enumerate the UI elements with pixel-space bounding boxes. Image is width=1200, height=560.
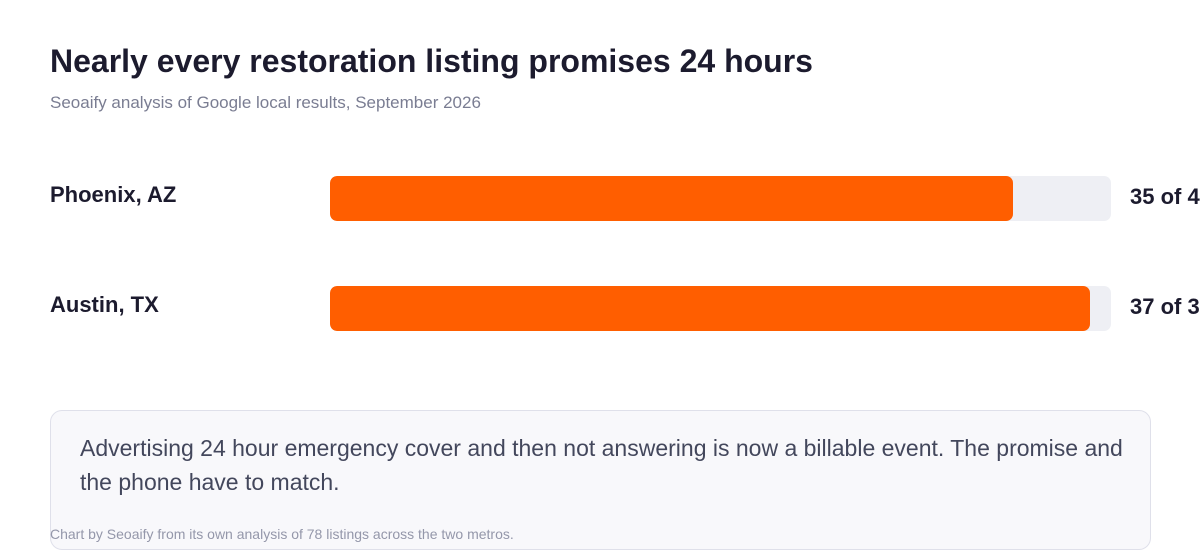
category-label: Phoenix, AZ — [50, 182, 177, 207]
data-label: 37 of 3 — [1130, 294, 1200, 319]
bar-row-austin: Austin, TX 37 of 3 — [0, 286, 1200, 331]
bar — [330, 176, 1014, 221]
bar — [330, 286, 1091, 331]
data-label: 35 of 4 — [1130, 184, 1200, 209]
callout-box: Advertising 24 hour emergency cover and … — [50, 410, 1151, 550]
callout-text: Advertising 24 hour emergency cover and … — [80, 435, 1123, 495]
chart-subtitle: Seoaify analysis of Google local results… — [50, 93, 481, 112]
category-label: Austin, TX — [50, 292, 159, 317]
chart-title: Nearly every restoration listing promise… — [50, 43, 813, 79]
bar-track — [330, 176, 1111, 221]
chart-footnote: Chart by Seoaify from its own analysis o… — [50, 526, 514, 542]
bar-track — [330, 286, 1111, 331]
bar-row-phoenix: Phoenix, AZ 35 of 4 — [0, 176, 1200, 221]
